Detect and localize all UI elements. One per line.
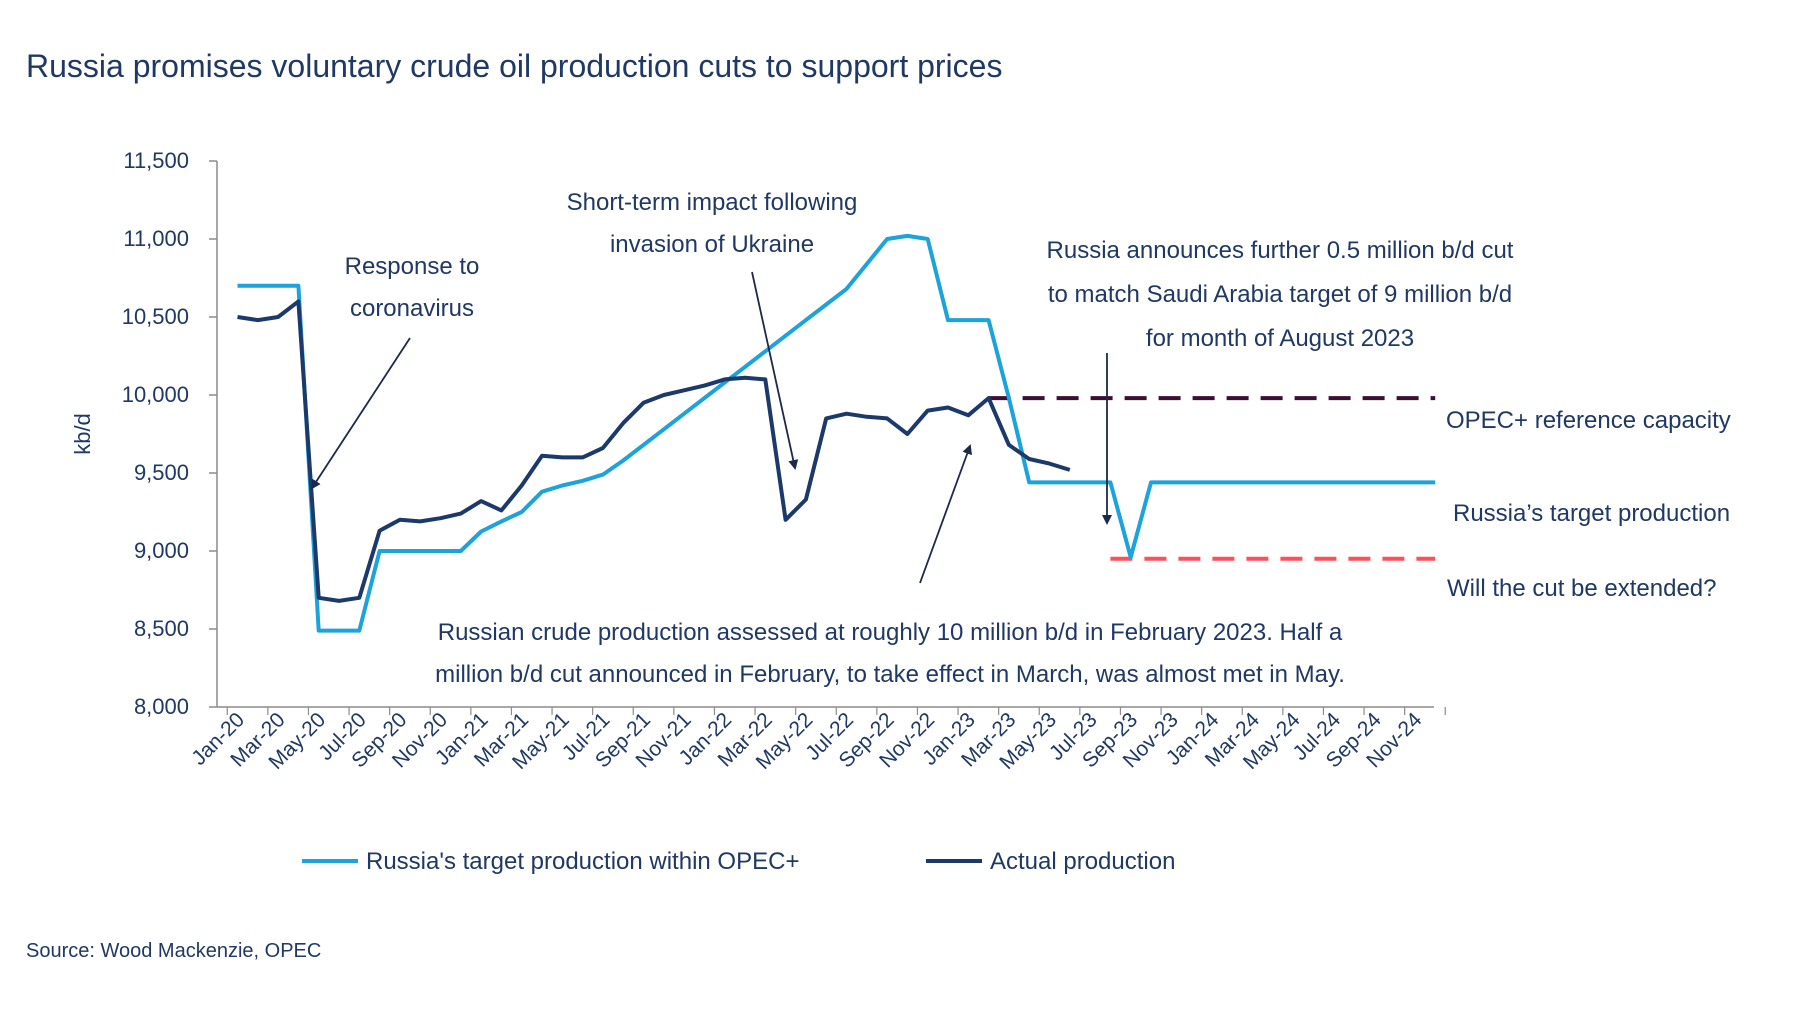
y-tick-label: 10,500: [122, 304, 189, 329]
y-tick-label: 9,000: [134, 538, 189, 563]
source-note: Source: Wood Mackenzie, OPEC: [26, 940, 322, 962]
y-tick-label: 9,500: [134, 460, 189, 485]
annotation-august: to match Saudi Arabia target of 9 millio…: [1048, 281, 1512, 308]
series-layer: [237, 233, 1436, 633]
annotation-feb23: Russian crude production assessed at rou…: [438, 619, 1343, 646]
side-label: OPEC+ reference capacity: [1446, 407, 1731, 434]
reference-lines: [988, 396, 1436, 561]
annotations: Response to coronavirus Short-term impact …: [310, 189, 1731, 688]
legend-label: Russia's target production within OPEC+: [366, 848, 799, 875]
y-tick-label: 11,000: [123, 226, 189, 251]
side-label: Russia’s target production: [1453, 500, 1730, 527]
y-axis-label: kb/d: [70, 413, 95, 455]
ukraine-arrow: [751, 271, 799, 470]
legend: Russia's target production within OPEC+ A…: [302, 848, 1175, 875]
annotation-august: for month of August 2023: [1146, 325, 1414, 352]
annotation-ukraine: invasion of Ukraine: [610, 231, 814, 258]
target-production-line: [237, 233, 1436, 633]
annotation-feb23: million b/d cut announced in February, t…: [435, 661, 1345, 688]
y-tick-label: 11,500: [123, 148, 189, 173]
chart-title: Russia promises voluntary crude oil prod…: [26, 48, 1003, 84]
y-tick-label: 10,000: [122, 382, 189, 407]
feb23-arrow: [919, 444, 972, 584]
y-tick-label: 8,500: [134, 616, 189, 641]
annotation-covid: Response to: [345, 253, 480, 280]
annotation-covid: coronavirus: [350, 295, 474, 322]
annotation-august: Russia announces further 0.5 million b/d…: [1047, 237, 1514, 264]
annotation-ukraine: Short-term impact following: [567, 189, 858, 216]
legend-label: Actual production: [990, 848, 1175, 875]
side-label: Will the cut be extended?: [1447, 575, 1717, 602]
y-tick-label: 8,000: [134, 694, 189, 719]
covid-arrow: [310, 337, 411, 490]
actual-production-line: [237, 299, 1071, 603]
